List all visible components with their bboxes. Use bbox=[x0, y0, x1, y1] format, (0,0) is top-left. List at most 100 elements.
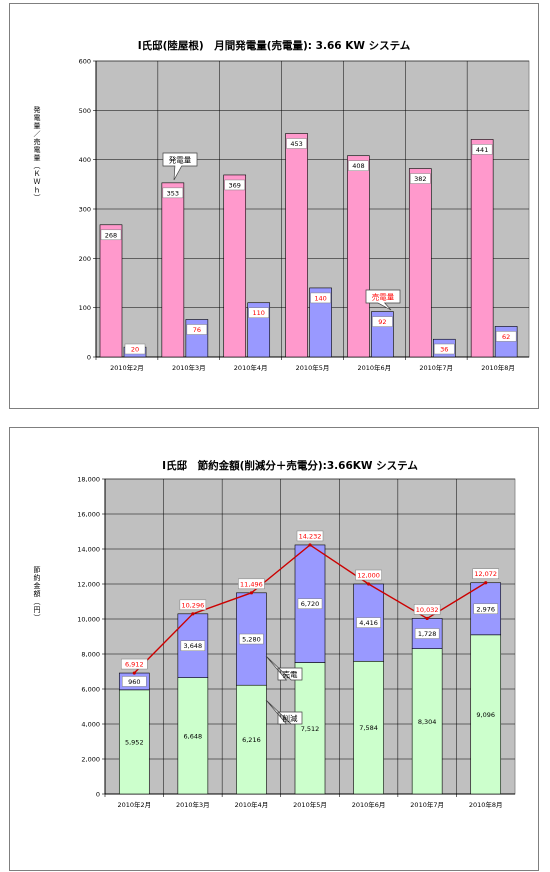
callout-reduction: 削減 bbox=[283, 713, 298, 723]
bar-reduction bbox=[177, 677, 209, 795]
bar-generation bbox=[99, 224, 123, 358]
data-label-total-box bbox=[296, 530, 324, 542]
data-label-sold-box bbox=[124, 343, 146, 355]
data-label-generation-box bbox=[224, 179, 245, 191]
y-tick-label: 100 bbox=[79, 304, 91, 312]
data-label-sold-box bbox=[180, 640, 206, 651]
data-label-total-box bbox=[413, 604, 441, 615]
data-label-sold-box bbox=[414, 628, 440, 639]
y-tick-label: 600 bbox=[79, 58, 91, 66]
bar-sold bbox=[309, 287, 332, 358]
data-label-sold: 960 bbox=[128, 678, 140, 686]
bar-reduction bbox=[118, 689, 150, 795]
chart-title: I氏邸 節約金額(削減分＋売電分):3.66KW システム bbox=[162, 459, 418, 472]
data-label-generation-box bbox=[471, 144, 493, 155]
data-label-reduction: 6,648 bbox=[184, 732, 203, 740]
data-label-generation: 441 bbox=[476, 146, 488, 154]
data-label-sold: 4,416 bbox=[359, 619, 378, 627]
data-label-sold: 76 bbox=[193, 326, 201, 334]
data-label-reduction: 6,216 bbox=[242, 736, 261, 744]
y-tick-label: 0 bbox=[96, 791, 100, 799]
y-axis-label: 発電量／売電量（ＫＷｈ） bbox=[33, 106, 41, 202]
y-tick-label: 6,000 bbox=[81, 686, 100, 694]
x-tick-label: 2010年8月 bbox=[481, 363, 515, 372]
data-label-reduction: 7,584 bbox=[359, 724, 378, 732]
y-tick-label: 400 bbox=[79, 156, 91, 164]
x-tick-label: 2010年3月 bbox=[176, 800, 210, 809]
total-point bbox=[366, 582, 371, 586]
data-label-sold: 1,728 bbox=[418, 630, 437, 638]
data-label-generation: 353 bbox=[167, 189, 179, 197]
data-label-total-box bbox=[238, 578, 265, 590]
data-label-sold: 3,648 bbox=[184, 642, 203, 650]
chart-title: I氏邸(陸屋根) 月間発電量(売電量): 3.66 KW システム bbox=[138, 39, 411, 52]
total-point bbox=[132, 671, 136, 675]
data-label-total: 12,000 bbox=[357, 572, 380, 580]
data-label-total: 10,032 bbox=[416, 606, 439, 614]
data-label-sold: 62 bbox=[502, 333, 510, 341]
chart-monthly-generation: I氏邸(陸屋根) 月間発電量(売電量): 3.66 KW システム 0 100 200… bbox=[79, 39, 530, 372]
bar-generation bbox=[161, 182, 185, 358]
data-label-generation: 453 bbox=[290, 140, 302, 148]
data-label-generation-box bbox=[162, 187, 184, 199]
chart-panel-savings: I氏邸 節約金額(削減分＋売電分):3.66KW システム 0 2,000 4,000… bbox=[9, 427, 539, 871]
data-label-reduction: 7,512 bbox=[301, 725, 320, 733]
bar-generation bbox=[470, 139, 494, 358]
callout-sold-shape bbox=[365, 289, 401, 311]
data-label-sold-box bbox=[356, 617, 381, 628]
y-tick-label: 200 bbox=[79, 255, 91, 263]
x-tick-label: 2010年8月 bbox=[469, 800, 503, 809]
y-tick-label: 18,000 bbox=[77, 476, 100, 484]
bar-reduction bbox=[294, 662, 326, 795]
bar-sold bbox=[494, 326, 518, 358]
data-label-sold: 5,280 bbox=[242, 636, 261, 644]
y-tick-label: 14,000 bbox=[77, 546, 100, 554]
bar-generation bbox=[347, 155, 370, 358]
data-label-sold-box bbox=[473, 603, 498, 615]
data-label-reduction: 9,096 bbox=[476, 711, 495, 719]
bar-generation bbox=[285, 133, 308, 358]
data-label-total-box bbox=[179, 599, 207, 611]
x-tick-label: 2010年5月 bbox=[296, 363, 330, 372]
data-label-reduction: 5,952 bbox=[125, 738, 144, 746]
data-label-total: 14,232 bbox=[299, 532, 322, 540]
callout-reduction-shape bbox=[265, 699, 303, 725]
total-point bbox=[308, 543, 312, 547]
total-point bbox=[191, 612, 195, 616]
y-tick-label: 10,000 bbox=[77, 616, 100, 624]
callout-generation: 発電量 bbox=[169, 156, 192, 165]
data-label-total: 6,912 bbox=[125, 661, 144, 669]
data-label-generation-box bbox=[100, 229, 122, 241]
data-label-total-box bbox=[472, 568, 499, 579]
data-label-sold-box bbox=[122, 676, 147, 687]
data-label-generation: 408 bbox=[352, 162, 364, 170]
data-label-sold: 2,976 bbox=[476, 605, 495, 613]
y-tick-label: 300 bbox=[79, 206, 91, 214]
data-label-sold-box bbox=[239, 633, 264, 645]
callout-sold-shape bbox=[265, 655, 303, 681]
x-tick-label: 2010年7月 bbox=[410, 800, 444, 809]
data-label-sold-box bbox=[372, 316, 393, 327]
data-label-generation: 268 bbox=[105, 231, 117, 239]
data-label-generation: 382 bbox=[414, 175, 426, 183]
bar-reduction bbox=[353, 660, 384, 795]
data-label-sold-box bbox=[186, 324, 208, 335]
y-axis-label: 節約金額（円） bbox=[33, 566, 41, 622]
total-point bbox=[249, 591, 254, 595]
x-tick-label: 2010年7月 bbox=[419, 363, 453, 372]
data-label-total: 11,496 bbox=[240, 580, 263, 588]
callout-sold: 売電 bbox=[283, 669, 298, 679]
y-tick-label: 2,000 bbox=[81, 756, 100, 764]
y-tick-label: 8,000 bbox=[81, 651, 100, 659]
bar-generation bbox=[408, 168, 432, 358]
data-label-sold-box bbox=[248, 307, 269, 318]
chart-savings: I氏邸 節約金額(削減分＋売電分):3.66KW システム 0 2,000 4,000… bbox=[77, 459, 516, 809]
data-label-reduction: 8,304 bbox=[418, 718, 437, 726]
total-point bbox=[425, 616, 429, 621]
y-tick-label: 0 bbox=[87, 354, 91, 362]
x-tick-label: 2010年4月 bbox=[234, 363, 268, 372]
data-label-sold: 92 bbox=[378, 318, 386, 326]
data-label-generation-box bbox=[348, 160, 369, 171]
data-label-sold-box bbox=[310, 292, 331, 304]
x-tick-label: 2010年2月 bbox=[117, 800, 151, 809]
